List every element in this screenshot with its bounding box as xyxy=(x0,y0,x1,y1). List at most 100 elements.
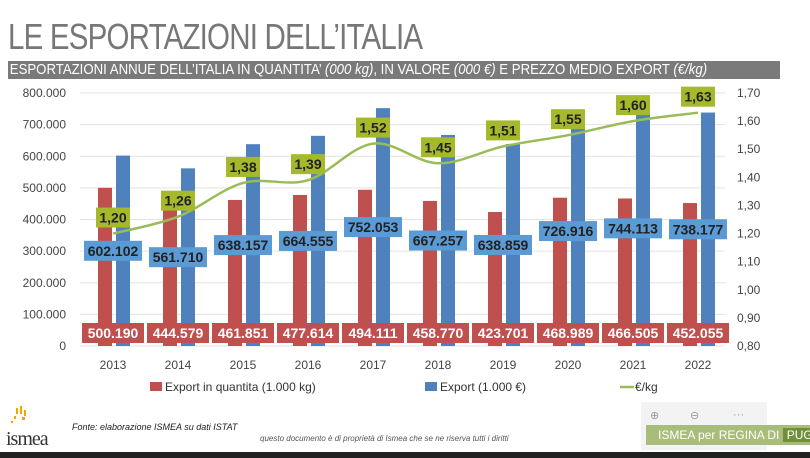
value-label: 726.916 xyxy=(543,223,594,239)
left-tick-label: 100.000 xyxy=(23,307,67,321)
quantity-label: 494.111 xyxy=(348,325,397,341)
left-tick-label: 400.000 xyxy=(23,213,67,227)
price-label-box xyxy=(616,95,650,116)
zoom-in-icon[interactable]: ⊕ xyxy=(650,410,660,422)
x-tick-label: 2015 xyxy=(230,358,257,372)
quantity-label: 466.505 xyxy=(608,325,659,341)
value-label-box xyxy=(84,240,142,261)
x-tick-label: 2014 xyxy=(165,358,192,372)
x-tick-label: 2016 xyxy=(295,358,322,372)
value-label-box xyxy=(214,235,272,256)
price-label-box xyxy=(96,207,130,228)
price-line xyxy=(112,111,699,235)
price-label: 1,63 xyxy=(684,89,711,105)
quantity-label-box xyxy=(602,323,664,343)
quantity-label-box xyxy=(277,323,339,343)
quantity-label-box xyxy=(342,323,404,343)
value-label: 664.555 xyxy=(283,233,334,249)
legend-swatch xyxy=(425,382,437,391)
right-tick-label: 1,50 xyxy=(737,142,761,156)
right-tick-label: 1,40 xyxy=(737,170,761,184)
left-tick-label: 0 xyxy=(59,339,66,353)
quantity-label: 444.579 xyxy=(153,325,204,341)
x-tick-label: 2013 xyxy=(100,358,127,372)
quantity-label: 468.989 xyxy=(543,325,594,341)
quantity-label: 500.190 xyxy=(88,325,139,341)
right-tick-label: 1,70 xyxy=(737,86,761,100)
price-label-box xyxy=(226,156,260,177)
source-note: Fonte: elaborazione ISMEA su dati ISTAT xyxy=(72,422,238,432)
quantity-label-box xyxy=(82,323,144,343)
right-tick-label: 1,10 xyxy=(737,255,761,269)
value-label: 638.859 xyxy=(478,237,529,253)
price-label-box xyxy=(551,109,585,130)
price-label-box xyxy=(291,154,325,175)
logo-text: ismea xyxy=(6,428,49,450)
x-tick-label: 2018 xyxy=(425,358,452,372)
price-label: 1,60 xyxy=(619,97,646,113)
value-label-box xyxy=(539,221,597,242)
quantity-label-box xyxy=(212,323,274,343)
quantity-label-box xyxy=(537,323,599,343)
price-label-box xyxy=(681,86,715,107)
right-tick-label: 0,90 xyxy=(737,311,761,325)
value-label-box xyxy=(604,218,662,239)
x-tick-label: 2020 xyxy=(555,358,582,372)
price-label: 1,38 xyxy=(229,159,256,175)
quantity-label-box xyxy=(667,323,729,343)
left-tick-label: 200.000 xyxy=(23,276,67,290)
value-label-box xyxy=(409,230,467,251)
price-label: 1,20 xyxy=(99,210,126,226)
bottom-bar xyxy=(0,452,810,458)
left-tick-label: 300.000 xyxy=(23,244,67,258)
right-tick-label: 1,00 xyxy=(737,283,761,297)
left-tick-label: 500.000 xyxy=(23,181,67,195)
left-tick-label: 700.000 xyxy=(23,118,67,132)
value-label: 752.053 xyxy=(348,219,399,235)
legend-label: €/kg xyxy=(635,380,658,394)
quantity-label-box xyxy=(472,323,534,343)
quantity-label-box xyxy=(407,323,469,343)
quantity-label: 461.851 xyxy=(218,325,269,341)
x-tick-label: 2021 xyxy=(620,358,647,372)
value-label: 667.257 xyxy=(413,232,464,248)
value-label-box xyxy=(474,234,532,255)
slide-title: LE ESPORTAZIONI DELL’ITALIA xyxy=(8,16,423,57)
value-label: 738.177 xyxy=(673,221,724,237)
value-label-box xyxy=(669,219,727,240)
x-tick-label: 2019 xyxy=(490,358,517,372)
copyright-note: questo documento è di proprietà di Ismea… xyxy=(260,434,509,443)
quantity-label-box xyxy=(147,323,209,343)
zoom-out-icon[interactable]: ⊖ xyxy=(690,410,700,422)
price-label-box xyxy=(356,117,390,138)
value-label: 638.157 xyxy=(218,237,269,253)
more-icon[interactable]: ··· xyxy=(733,409,744,421)
left-tick-label: 800.000 xyxy=(23,86,67,100)
chart-subtitle: ESPORTAZIONI ANNUE DELL’ITALIA IN QUANTI… xyxy=(8,61,780,79)
right-tick-label: 1,30 xyxy=(737,198,761,212)
legend-label: Export in quantita (1.000 kg) xyxy=(165,380,316,394)
value-label: 561.710 xyxy=(153,249,204,265)
price-label: 1,55 xyxy=(554,111,581,127)
price-label: 1,45 xyxy=(424,139,451,155)
chart: 0 100.000 200.000 300.000 400.000 500.000 600.… xyxy=(23,86,761,394)
ismea-logo xyxy=(11,406,26,423)
x-tick-label: 2022 xyxy=(685,358,712,372)
price-label-box xyxy=(161,190,195,211)
quantity-label: 423.701 xyxy=(478,325,529,341)
quantity-label: 477.614 xyxy=(283,325,334,341)
x-tick-label: 2017 xyxy=(360,358,387,372)
bar-quantity xyxy=(358,189,372,346)
value-label: 744.113 xyxy=(608,220,658,236)
legend-swatch xyxy=(150,382,162,391)
value-label-box xyxy=(344,217,402,238)
legend-label: Export (1.000 €) xyxy=(440,380,526,394)
quantity-label: 452.055 xyxy=(673,325,724,341)
bar-quantity xyxy=(163,205,177,346)
left-tick-label: 600.000 xyxy=(23,149,67,163)
price-label: 1,51 xyxy=(489,122,516,138)
price-label: 1,52 xyxy=(359,120,386,136)
price-label: 1,39 xyxy=(294,156,321,172)
price-label: 1,26 xyxy=(164,193,191,209)
value-label-box xyxy=(149,247,207,268)
